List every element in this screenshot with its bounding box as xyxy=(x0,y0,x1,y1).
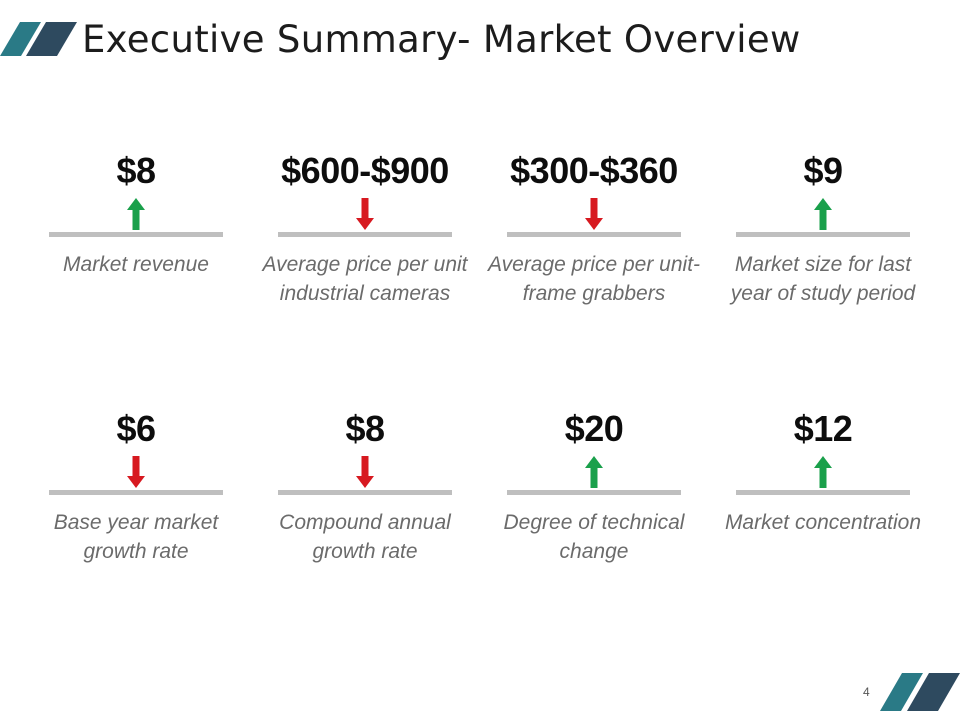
metric-value: $6 xyxy=(116,408,156,449)
metric-value: $300-$360 xyxy=(510,150,678,191)
metric-label: Market size for last year of study perio… xyxy=(730,253,916,305)
metric-label: Market revenue xyxy=(63,253,209,276)
divider xyxy=(278,490,452,495)
page-title: Executive Summary- Market Overview xyxy=(82,18,801,61)
metric-label: Average price per unit-frame grabbers xyxy=(487,253,701,305)
divider xyxy=(736,490,910,495)
metric-label: Average price per unit industrial camera… xyxy=(262,253,468,305)
down-arrow-icon xyxy=(356,198,374,230)
divider xyxy=(507,232,681,237)
metric-value: $12 xyxy=(793,408,853,449)
divider xyxy=(736,232,910,237)
up-arrow-icon xyxy=(814,456,832,488)
divider xyxy=(278,232,452,237)
footer-stripes xyxy=(880,673,960,711)
logo-stripes xyxy=(0,22,77,56)
down-arrow-icon xyxy=(127,456,145,488)
down-arrow-icon xyxy=(356,456,374,488)
metric-label: Market concentration xyxy=(724,511,922,534)
up-arrow-icon xyxy=(585,456,603,488)
metric-value: $8 xyxy=(345,408,385,449)
metric-value: $600-$900 xyxy=(281,150,449,191)
metric-label: Compound annual growth rate xyxy=(279,511,451,563)
metric-value: $9 xyxy=(803,150,843,191)
page-number: 4 xyxy=(863,685,870,699)
metric-value: $20 xyxy=(564,408,624,449)
metric-value: $8 xyxy=(116,150,156,191)
divider xyxy=(507,490,681,495)
divider xyxy=(49,232,223,237)
metric-label: Base year market growth rate xyxy=(53,511,219,563)
divider xyxy=(49,490,223,495)
up-arrow-icon xyxy=(127,198,145,230)
up-arrow-icon xyxy=(814,198,832,230)
down-arrow-icon xyxy=(585,198,603,230)
metric-label: Degree of technical change xyxy=(503,511,685,563)
